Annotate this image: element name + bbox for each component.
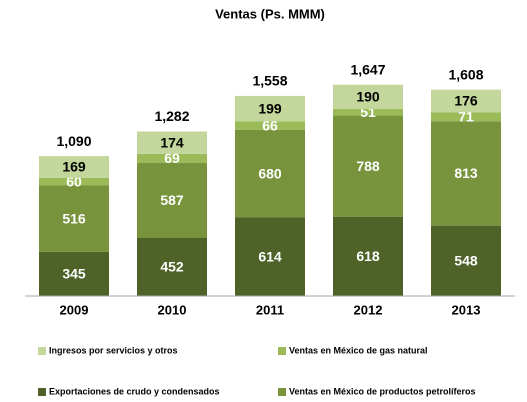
bar-segment [431,112,501,122]
bar-segment [431,121,501,226]
total-label: 1,647 [350,61,385,77]
total-label: 1,282 [154,108,189,124]
data-label: 618 [356,248,380,264]
bar-segment [39,177,109,186]
bar-segment [333,109,403,116]
x-tick-label: 2009 [60,302,89,317]
legend-label: Ingresos por servicios y otros [49,345,178,355]
data-label: 813 [454,165,478,181]
bar-segment [333,84,403,110]
x-tick-label: 2012 [354,302,383,317]
bar-segment [431,225,501,296]
bar-segment [235,95,305,122]
x-tick-label: 2011 [256,302,284,317]
total-label: 1,090 [56,133,91,149]
legend-swatch [278,347,286,355]
bar-segment [235,129,305,218]
data-label: 680 [258,165,282,181]
legend-swatch [38,388,46,396]
data-label: 169 [62,159,86,175]
bar-segment [39,156,109,178]
legend-label: Exportaciones de crudo y condensados [49,386,220,396]
data-label: 345 [62,266,86,282]
total-label: 1,558 [252,73,287,89]
bar-segment [137,162,207,238]
bar-segment [235,217,305,296]
data-label: 452 [160,259,184,275]
bar-segment [137,237,207,296]
bar-segment [137,153,207,163]
bar-segment [333,115,403,217]
x-tick-label: 2013 [452,302,481,317]
legend-label: Ventas en México de productos petrolífer… [289,386,476,396]
data-label: 174 [160,134,184,150]
bar-segment [137,131,207,154]
bar-segment [235,121,305,130]
bar-segment [333,216,403,296]
total-label: 1,608 [448,66,483,82]
data-label: 199 [258,100,282,116]
data-label: 71 [458,108,474,124]
legend-label: Ventas en México de gas natural [289,345,428,355]
x-tick-label: 2010 [158,302,187,317]
data-label: 69 [164,150,180,166]
data-label: 516 [62,210,86,226]
data-label: 548 [454,253,478,269]
data-label: 190 [356,89,380,105]
legend-swatch [278,388,286,396]
bar-segment [431,89,501,113]
data-label: 614 [258,248,282,264]
legend-swatch [38,347,46,355]
data-label: 176 [454,93,478,109]
chart-title: Ventas (Ps. MMM) [215,6,325,21]
data-label: 587 [160,192,184,208]
bar-segment [39,251,109,296]
data-label: 788 [356,158,380,174]
bar-segment [39,185,109,252]
